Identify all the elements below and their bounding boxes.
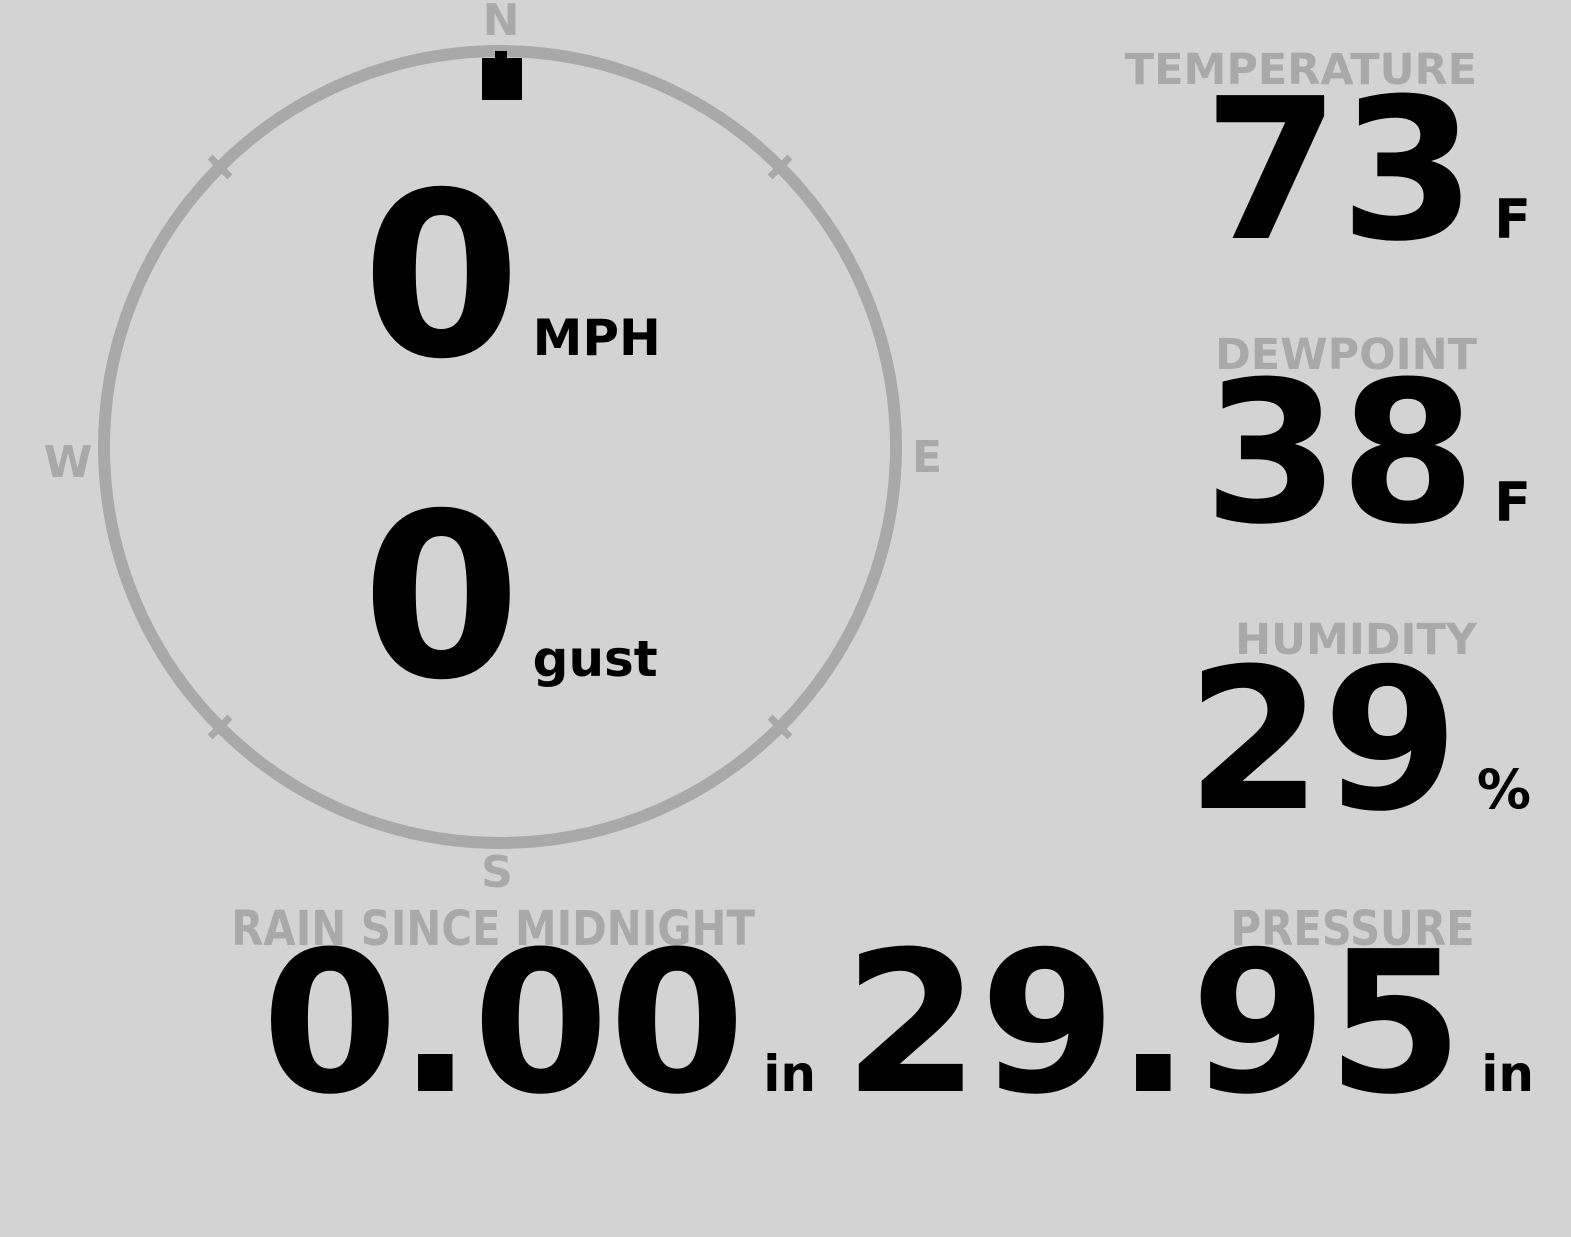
rain-readout: 0.00 in [262,926,816,1122]
temperature-value: 73 [1203,57,1477,285]
wind-gust-unit: gust [532,630,658,688]
pressure-label: PRESSURE [1230,901,1475,957]
wind-speed-readout: 0 MPH [362,162,661,390]
compass-tick-sw [207,714,233,740]
wind-gust-readout: 0 gust [362,483,658,711]
rain-label: RAIN SINCE MIDNIGHT [231,901,755,957]
compass-tick-nw [207,154,233,180]
pressure-value: 29.95 [843,910,1464,1138]
temperature-label: TEMPERATURE [1124,45,1477,95]
wind-direction-marker-icon [482,51,522,100]
wind-gust-value: 0 [362,464,521,730]
humidity-readout: 29 % [1186,643,1531,839]
dewpoint-unit: F [1494,471,1531,534]
dewpoint-label: DEWPOINT [1215,330,1477,380]
humidity-label: HUMIDITY [1235,615,1477,665]
humidity-unit: % [1476,758,1531,821]
cardinal-west-label: W [43,437,93,488]
cardinal-south-label: S [481,847,513,898]
temperature-unit: F [1494,188,1531,251]
rain-unit: in [763,1045,816,1103]
dewpoint-readout: 38 F [1203,356,1531,552]
humidity-value: 29 [1186,627,1459,855]
pressure-readout: 29.95 in [843,926,1534,1122]
temperature-readout: 73 F [1203,73,1531,269]
rain-value: 0.00 [261,910,746,1138]
pressure-unit: in [1481,1045,1534,1103]
cardinal-north-label: N [482,0,520,46]
dewpoint-value: 38 [1203,340,1477,568]
compass-tick-se [767,714,793,740]
wind-speed-unit: MPH [532,309,661,367]
wind-speed-value: 0 [362,143,521,409]
compass-tick-ne [767,154,793,180]
cardinal-east-label: E [911,432,943,483]
